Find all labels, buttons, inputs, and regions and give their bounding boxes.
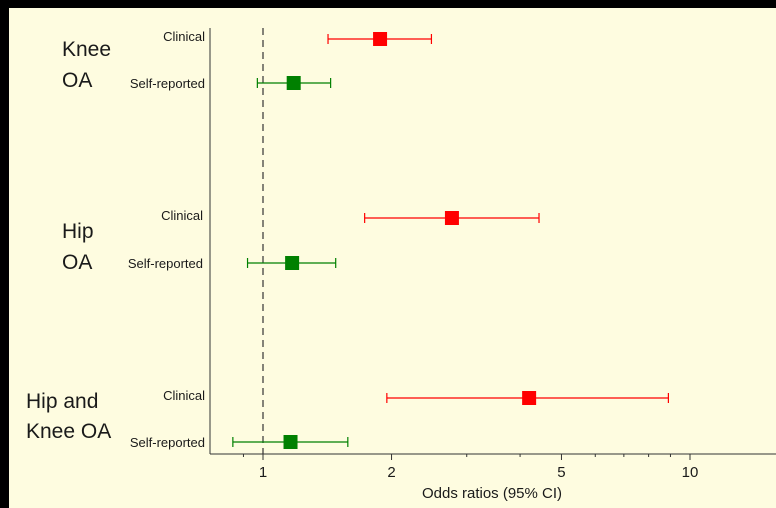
row-label: Clinical — [163, 388, 205, 403]
labels: Knee OA Clinical Self-reported Hip OA Clinical… — [26, 29, 205, 450]
group-label: Hip — [62, 220, 94, 243]
point-estimate — [285, 256, 300, 270]
point-estimate — [444, 211, 459, 225]
axes — [209, 28, 776, 455]
x-axis-ticks: 1 2 5 10 — [242, 454, 699, 481]
estimate-rows — [232, 32, 669, 449]
x-tick-label: 2 — [387, 464, 395, 481]
x-tick-label: 5 — [557, 464, 565, 481]
x-tick-label: 1 — [259, 464, 267, 481]
group-label: OA — [62, 69, 92, 92]
point-estimate — [286, 76, 301, 90]
group-label: Knee OA — [26, 420, 111, 443]
group-label: Knee — [62, 38, 111, 61]
point-estimate — [522, 391, 537, 405]
x-tick-label: 10 — [682, 464, 699, 481]
point-estimate — [283, 435, 298, 449]
row-label: Self-reported — [128, 256, 203, 271]
group-label: OA — [62, 251, 92, 274]
row-label: Self-reported — [130, 435, 205, 450]
group-label: Hip and — [26, 390, 98, 413]
row-label: Self-reported — [130, 76, 205, 91]
point-estimate — [373, 32, 388, 46]
x-axis-title: Odds ratios (95% CI) — [422, 485, 562, 502]
chart-panel — [9, 8, 776, 508]
row-label: Clinical — [161, 208, 203, 223]
row-label: Clinical — [163, 29, 205, 44]
